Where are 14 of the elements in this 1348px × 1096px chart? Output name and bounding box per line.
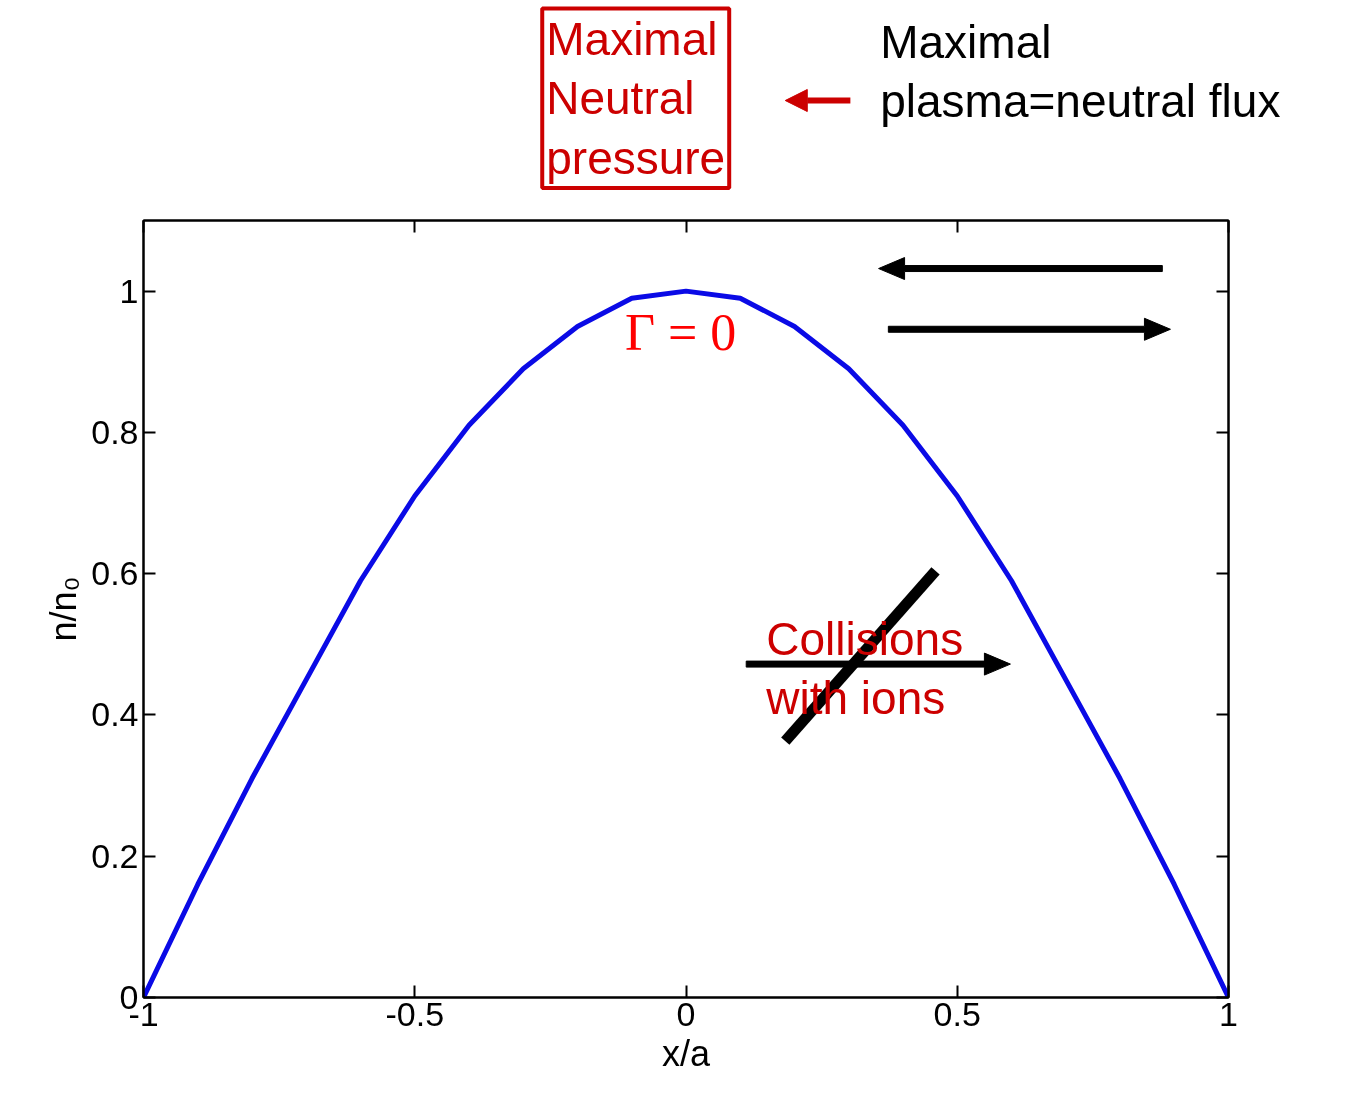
y-tick-label: 0.2 [91, 836, 139, 875]
x-tick-label: 1 [1219, 994, 1238, 1033]
text: Maximal plasma=neutral flux [880, 15, 1281, 128]
x-axis-title: x/a [661, 1032, 711, 1074]
y-tick-label: 0.8 [91, 412, 139, 451]
x-tick-label: -0.5 [385, 994, 445, 1033]
y-tick-label: 1 [119, 271, 139, 310]
y-axis-title: n/n₀ [43, 576, 85, 642]
x-tick-label: 0.5 [933, 994, 981, 1033]
text: Maximal Neutral pressure [546, 12, 726, 185]
y-tick-label: 0.6 [91, 554, 139, 593]
annotation: Γ = 0 [624, 303, 737, 361]
y-tick-label: 0.4 [91, 695, 139, 734]
x-tick-label: 0 [676, 994, 696, 1033]
